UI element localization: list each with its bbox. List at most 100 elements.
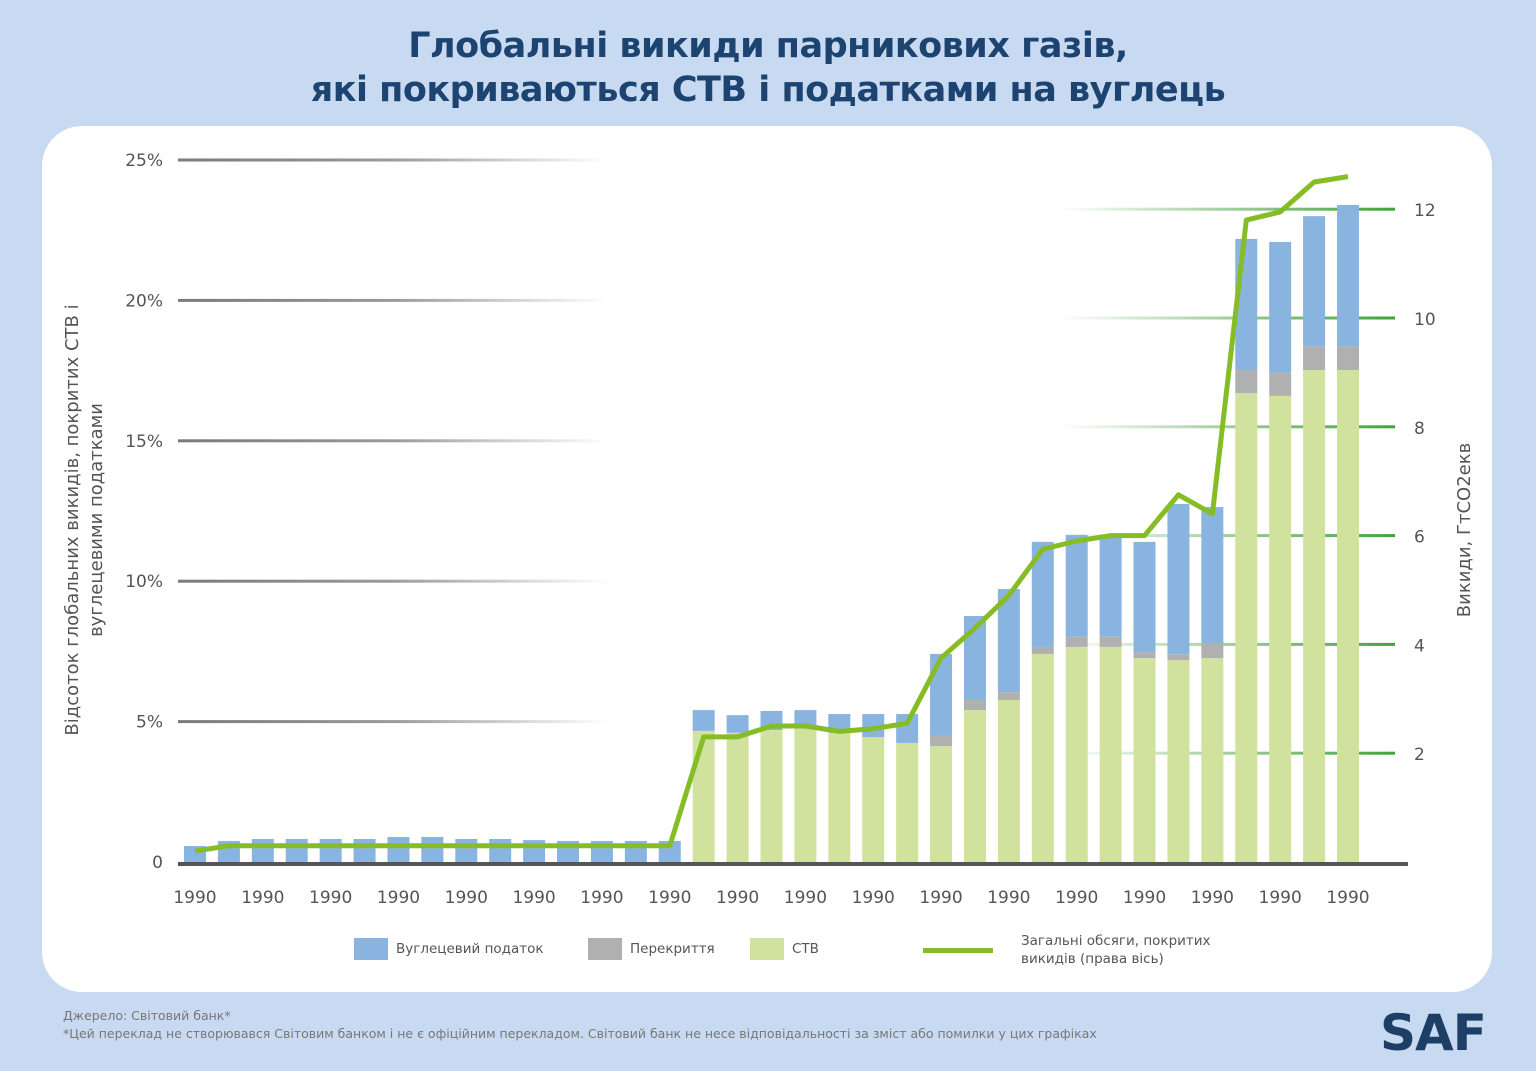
x-tick-label: 1990 [784,888,827,908]
bar-segment-carbon-tax [1303,216,1326,347]
legend-label: СТВ [792,941,819,957]
bar-segment-ets [692,730,715,862]
x-tick-label: 1990 [173,888,216,908]
right-gridline [1060,425,1395,429]
legend-overlap: Перекриття [588,938,715,960]
y-tick-label: 0 [152,853,163,873]
tick-labels: 0 5% 10% 15% 20% 25% 2 4 6 8 10 12 1990 1990 1990 1990 1… [125,151,1435,908]
legend-total-line: Загальні обсяги, покритих викидів (права… [923,932,1211,968]
bar-segment-ets [997,699,1020,862]
bar-segment-carbon-tax [489,838,512,862]
bar-segment-overlap [1133,652,1156,659]
bar-segment-carbon-tax [1133,541,1156,653]
bar-segment-carbon-tax [1167,503,1190,655]
y-tick-label: 20% [125,291,163,311]
bar-segment-ets [1133,658,1156,862]
x-tick-label: 1990 [1055,888,1098,908]
y2-tick-label: 4 [1414,636,1425,656]
title-line-1: Глобальні викиди парникових газів, [408,26,1128,66]
y2-axis-label: Викиди, ГтCO2екв [1454,443,1475,617]
y-tick-label: 15% [125,432,163,452]
bar-segment-overlap [1099,636,1122,647]
bar-segment-ets [1235,393,1258,862]
saf-logo: SAF [1380,1004,1487,1062]
bar-segment-ets [1337,370,1359,862]
bar-segment-carbon-tax [1099,536,1122,637]
left-gridline [178,298,608,302]
bar-segment-carbon-tax [251,838,274,862]
legend-label: Вуглецевий податок [396,941,544,957]
x-tick-label: 1990 [716,888,759,908]
x-tick-label: 1990 [1191,888,1234,908]
bar-segment-ets [1269,395,1292,862]
x-tick-label: 1990 [377,888,420,908]
legend-label: Загальні обсяги, покритих [1021,933,1211,949]
left-gridline [178,579,608,583]
bar-segment-overlap [997,692,1020,700]
title-line-2: які покриваються СТВ і податками на вугл… [310,70,1226,110]
line-swatch [923,947,993,953]
bar-segment-ets [1031,653,1054,862]
right-gridline [1060,642,1395,646]
y-tick-label: 10% [125,572,163,592]
x-tick-label: 1990 [580,888,623,908]
bar-segment-ets [963,710,986,862]
ets-swatch [750,938,784,960]
total-emissions-line [194,174,1349,854]
y-tick-label: 5% [136,713,163,733]
x-tick-label: 1990 [987,888,1030,908]
carbon-tax-swatch [354,938,388,960]
left-gridline [178,158,608,162]
bar-segment-overlap [1337,346,1359,371]
y2-tick-label: 12 [1414,201,1436,221]
bar-segment-overlap [1201,643,1224,659]
bar-segment-carbon-tax [421,837,444,862]
x-tick-label: 1990 [648,888,691,908]
x-tick-label: 1990 [919,888,962,908]
y2-tick-label: 8 [1414,419,1425,439]
left-gridlines [178,158,608,724]
bar-segment-carbon-tax [1031,541,1054,647]
bar-segment-carbon-tax [1201,507,1224,644]
bar-segment-overlap [1269,372,1292,396]
x-tick-label: 1990 [1259,888,1302,908]
chart-title: Глобальні викиди парникових газів, які п… [0,24,1536,112]
bar-segment-overlap [1167,654,1190,661]
left-gridline [178,720,608,724]
bar-segment-carbon-tax [726,715,749,733]
bar-segment-overlap [1065,636,1088,647]
x-tick-label: 1990 [1326,888,1369,908]
bar-segment-carbon-tax [692,710,715,731]
bar-segment-carbon-tax [963,616,986,700]
right-gridlines [1060,207,1395,755]
right-gridline [1060,534,1395,538]
legend-label: Перекриття [630,941,715,957]
y-tick-label: 25% [125,151,163,171]
bar-segment-ets [930,746,953,862]
bar-segment-ets [828,732,851,862]
bar-segment-overlap [1235,370,1258,394]
bar-segment-ets [760,730,783,862]
x-tick-label: 1990 [852,888,895,908]
bar-segment-carbon-tax [455,838,478,862]
bar-segment-carbon-tax [1269,241,1292,373]
bar-segment-ets [1303,370,1326,862]
y2-tick-label: 6 [1414,528,1425,548]
bar-segment-carbon-tax [353,838,376,862]
bars [184,204,1359,862]
bar-segment-ets [726,732,749,862]
bar-segment-carbon-tax [896,714,919,743]
right-gridline [1060,751,1395,755]
bar-segment-ets [862,737,885,862]
bar-segment-overlap [1303,346,1326,371]
bar-segment-ets [794,728,817,862]
source-note: Джерело: Світовий банк* [63,1008,231,1023]
right-gridline [1060,316,1395,320]
bar-segment-carbon-tax [930,653,953,736]
overlap-swatch [588,938,622,960]
bar-segment-ets [1201,658,1224,862]
bar-segment-overlap [930,735,953,747]
y2-tick-label: 2 [1414,745,1425,765]
x-tick-label: 1990 [445,888,488,908]
